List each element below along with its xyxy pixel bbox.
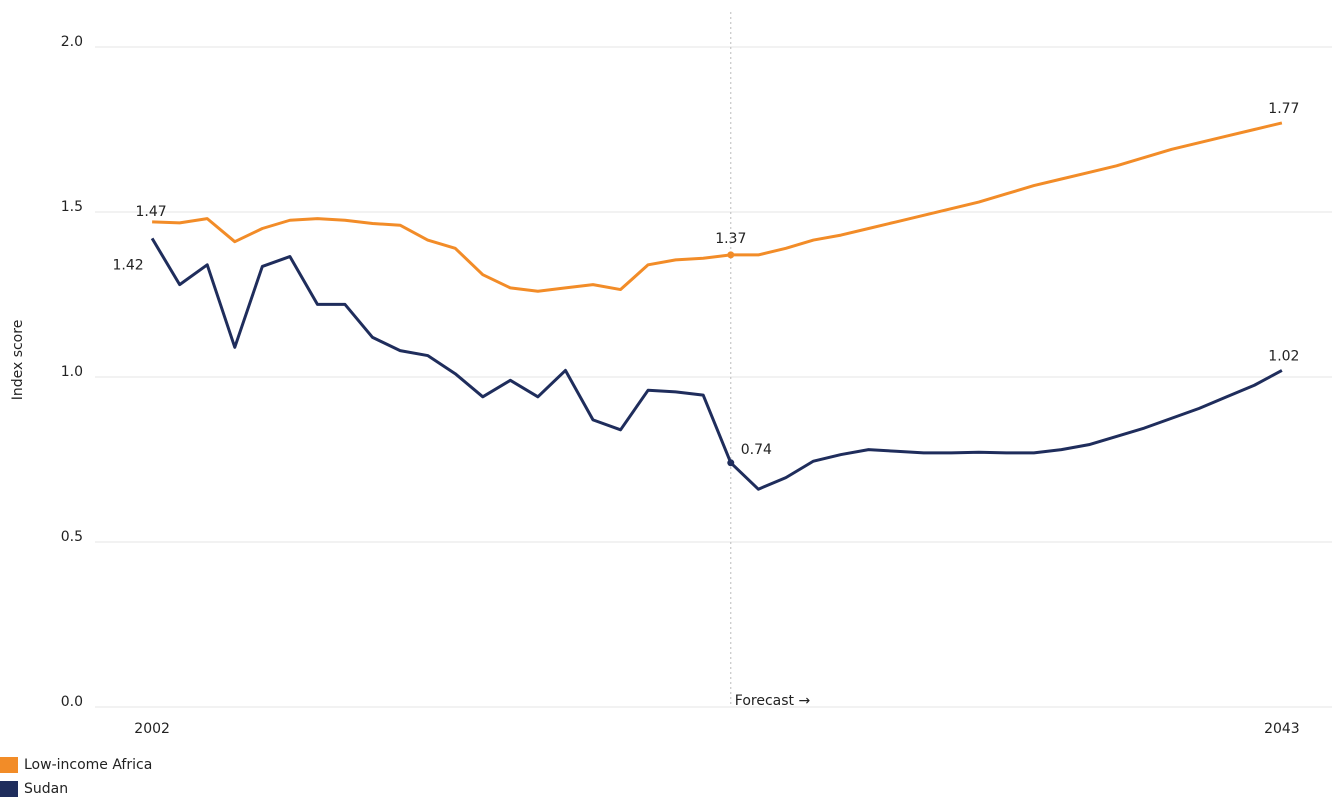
data-label: 1.77	[1268, 101, 1299, 117]
x-tick-label: 2002	[134, 721, 170, 737]
y-tick-label: 0.5	[61, 529, 83, 545]
y-axis-label: Index score	[10, 320, 26, 401]
legend-swatch	[0, 757, 18, 773]
line-series	[150, 237, 1283, 491]
y-tick-label: 1.5	[61, 199, 83, 215]
point	[727, 459, 735, 467]
legend-label: Sudan	[24, 781, 68, 797]
y-tick-label: 0.0	[61, 694, 83, 710]
data-label: 1.02	[1268, 348, 1299, 364]
y-tick-label: 1.0	[61, 364, 83, 380]
x-tick-label: 2043	[1264, 721, 1300, 737]
legend-label: Low-income Africa	[24, 757, 152, 773]
data-label: 0.74	[741, 442, 772, 458]
annotation: Forecast →	[735, 693, 811, 709]
y-tick-label: 2.0	[61, 34, 83, 50]
point	[727, 251, 735, 259]
legend-swatch	[0, 781, 18, 797]
data-label: 1.42	[113, 257, 144, 273]
data-label: 1.37	[715, 231, 746, 247]
data-label: 1.47	[136, 204, 167, 220]
line-series	[152, 121, 1283, 293]
